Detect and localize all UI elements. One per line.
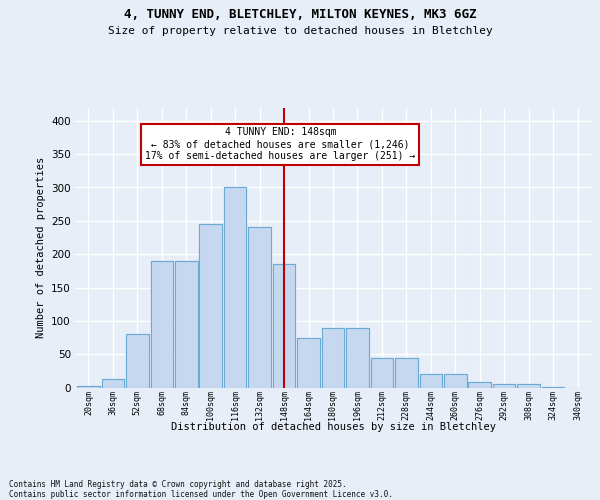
Bar <box>77 386 100 388</box>
Bar <box>371 358 393 388</box>
Bar <box>199 224 222 388</box>
Bar <box>542 387 565 388</box>
Bar <box>419 374 442 388</box>
Bar <box>346 328 369 388</box>
Bar <box>469 382 491 388</box>
Bar <box>175 261 197 388</box>
Bar <box>297 338 320 388</box>
Bar <box>126 334 149 388</box>
Bar <box>517 384 540 388</box>
Bar <box>126 334 149 388</box>
Text: 4, TUNNY END, BLETCHLEY, MILTON KEYNES, MK3 6GZ: 4, TUNNY END, BLETCHLEY, MILTON KEYNES, … <box>124 8 476 20</box>
Bar <box>419 374 442 388</box>
Bar <box>248 228 271 388</box>
Bar <box>101 379 124 388</box>
Bar <box>371 358 393 388</box>
Bar <box>346 328 369 388</box>
Bar <box>444 374 467 388</box>
Bar <box>224 188 247 388</box>
Bar <box>322 328 344 388</box>
Bar <box>175 261 197 388</box>
Bar <box>248 228 271 388</box>
Bar <box>199 224 222 388</box>
Bar <box>542 387 565 388</box>
Bar <box>151 261 173 388</box>
Bar <box>517 384 540 388</box>
Bar <box>395 358 418 388</box>
Bar <box>493 384 515 388</box>
Bar <box>493 384 515 388</box>
Bar <box>395 358 418 388</box>
Bar <box>273 264 295 388</box>
Bar <box>322 328 344 388</box>
Bar <box>101 379 124 388</box>
Bar <box>297 338 320 388</box>
Text: Size of property relative to detached houses in Bletchley: Size of property relative to detached ho… <box>107 26 493 36</box>
Bar <box>273 264 295 388</box>
Bar <box>444 374 467 388</box>
Text: Distribution of detached houses by size in Bletchley: Distribution of detached houses by size … <box>170 422 496 432</box>
Bar <box>77 386 100 388</box>
Text: 4 TUNNY END: 148sqm
← 83% of detached houses are smaller (1,246)
17% of semi-det: 4 TUNNY END: 148sqm ← 83% of detached ho… <box>145 128 416 160</box>
Y-axis label: Number of detached properties: Number of detached properties <box>35 157 46 338</box>
Bar <box>469 382 491 388</box>
Text: Contains HM Land Registry data © Crown copyright and database right 2025.
Contai: Contains HM Land Registry data © Crown c… <box>9 480 393 499</box>
Bar <box>224 188 247 388</box>
Bar <box>151 261 173 388</box>
